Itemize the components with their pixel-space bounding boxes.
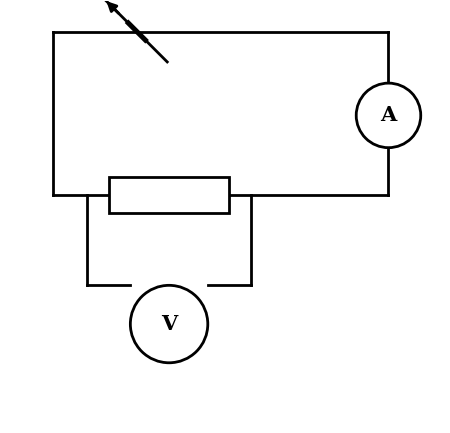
Text: V: V bbox=[161, 314, 177, 334]
Text: A: A bbox=[380, 105, 396, 126]
Circle shape bbox=[130, 285, 208, 363]
Bar bbox=[109, 177, 230, 213]
Circle shape bbox=[356, 83, 421, 148]
